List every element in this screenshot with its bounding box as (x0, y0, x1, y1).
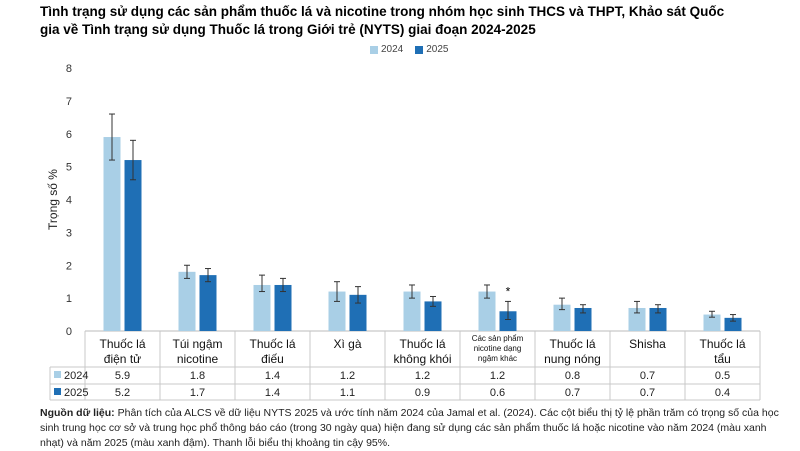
data-label-2025-0: 5.2 (115, 387, 130, 399)
y-tick-label: 2 (66, 260, 72, 272)
data-label-2024-5: 1.2 (490, 370, 505, 382)
category-label: nung nóng (544, 352, 601, 366)
data-label-2024-0: 5.9 (115, 370, 130, 382)
bar-2025-0 (124, 160, 142, 331)
category-label: điện tử (104, 352, 141, 366)
bar-2024-0 (103, 137, 121, 331)
category-label: Thuốc lá (249, 337, 295, 351)
category-label: Thuốc lá (549, 337, 595, 351)
data-label-2025-5: 0.6 (490, 387, 505, 399)
data-label-2024-4: 1.2 (415, 370, 430, 382)
chart-title: Tình trạng sử dụng các sản phẩm thuốc lá… (40, 4, 725, 37)
category-label: Thuốc lá (399, 337, 445, 351)
table-key-2025 (54, 388, 61, 395)
legend-swatch-2025 (415, 45, 424, 54)
bar-2025-4 (424, 301, 442, 331)
bar-2025-3 (349, 294, 367, 331)
y-tick-label: 7 (66, 96, 72, 108)
bar-2024-3 (328, 291, 346, 331)
significance-asterisk: * (506, 284, 511, 298)
table-row-label-2024: 2024 (64, 370, 88, 382)
y-tick-label: 6 (66, 129, 72, 141)
bar-2024-6 (553, 304, 571, 331)
data-label-2024-8: 0.5 (715, 370, 730, 382)
bar-2025-1 (199, 275, 217, 331)
bar-2024-4 (403, 291, 421, 331)
legend-item-2025: 2025 (415, 44, 449, 55)
bar-2024-1 (178, 271, 196, 331)
data-label-2025-3: 1.1 (340, 387, 355, 399)
legend-label-2024: 2024 (381, 44, 404, 55)
y-tick-label: 3 (66, 227, 72, 239)
bar-2024-5 (478, 291, 496, 331)
y-tick-label: 0 (66, 326, 72, 338)
table-key-2024 (54, 371, 61, 378)
category-label: điếu (261, 352, 284, 366)
bar-2025-6 (574, 307, 592, 331)
category-label: ngậm khác (478, 354, 517, 363)
category-label: Các sản phẩm (472, 334, 524, 343)
data-label-2024-6: 0.8 (565, 370, 580, 382)
table-row-label-2025: 2025 (64, 387, 88, 399)
y-tick-label: 5 (66, 162, 72, 174)
legend-swatch-2024 (370, 45, 378, 54)
legend-item-2024: 2024 (370, 44, 403, 55)
source-label: Nguồn dữ liệu: (40, 407, 115, 419)
data-label-2025-1: 1.7 (190, 387, 205, 399)
category-label: nicotine dạng (474, 344, 522, 353)
bar-2024-2 (253, 284, 271, 331)
bar-2025-2 (274, 284, 292, 331)
data-label-2024-3: 1.2 (340, 370, 355, 382)
y-tick-label: 4 (66, 195, 72, 207)
bar-2024-8 (703, 314, 721, 331)
y-tick-label: 1 (66, 293, 72, 305)
y-tick-label: 8 (66, 63, 72, 75)
legend-label-2025: 2025 (426, 44, 449, 55)
data-label-2025-2: 1.4 (265, 387, 280, 399)
category-label: tẩu (714, 352, 731, 366)
category-label: Túi ngậm (172, 337, 222, 351)
y-axis-label: Trọng số % (46, 169, 60, 230)
category-label: Thuốc lá (699, 337, 745, 351)
data-label-2024-1: 1.8 (190, 370, 205, 382)
source-text: Phân tích của ALCS về dữ liệu NYTS 2025 … (40, 407, 779, 449)
source-note: Nguồn dữ liệu: Phân tích của ALCS về dữ … (40, 406, 780, 451)
category-label: nicotine (177, 352, 219, 366)
bar-2025-7 (649, 307, 667, 331)
legend: 2024 2025 (370, 44, 449, 55)
bar-2025-8 (724, 317, 742, 331)
category-label: Thuốc lá (99, 337, 145, 351)
category-label: không khói (393, 352, 451, 366)
category-label: Shisha (629, 337, 666, 351)
data-label-2025-4: 0.9 (415, 387, 430, 399)
bar-2024-7 (628, 307, 646, 331)
category-label: Xì gà (333, 337, 361, 351)
data-label-2025-8: 0.4 (715, 387, 730, 399)
bar-2025-5 (499, 311, 517, 331)
data-label-2024-7: 0.7 (640, 370, 655, 382)
data-label-2025-6: 0.7 (565, 387, 580, 399)
data-label-2024-2: 1.4 (265, 370, 280, 382)
data-label-2025-7: 0.7 (640, 387, 655, 399)
